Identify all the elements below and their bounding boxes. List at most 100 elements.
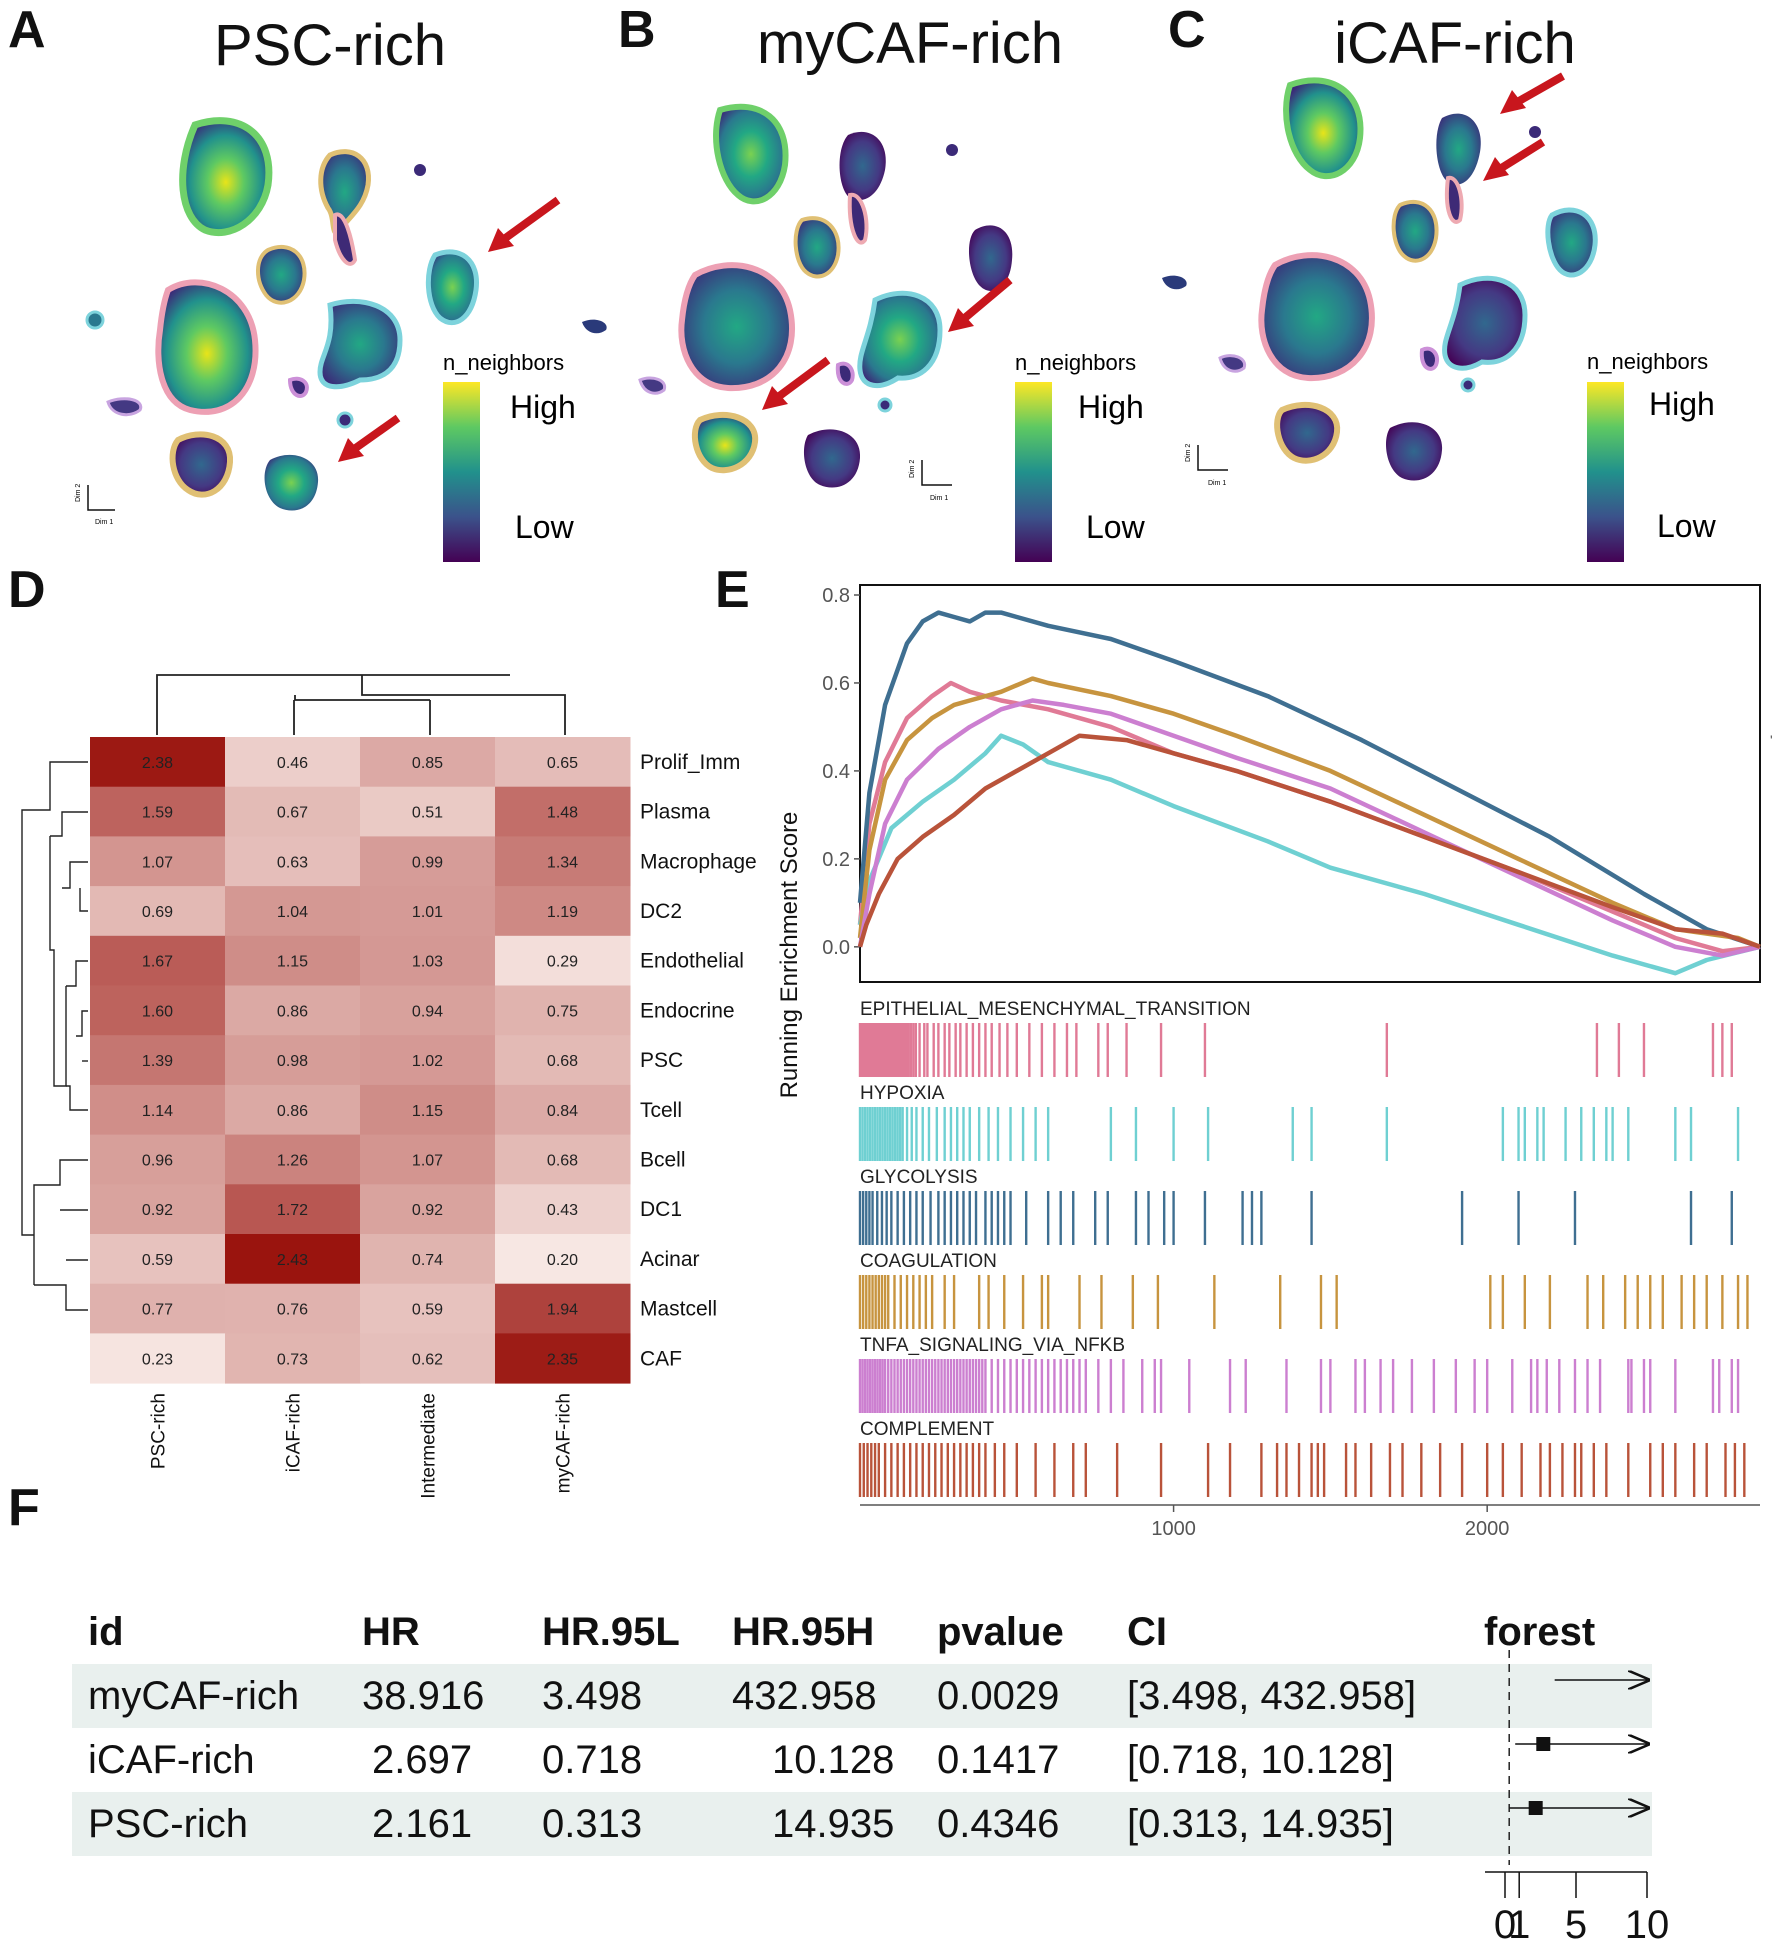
forest-tick-label: 5	[1565, 1903, 1587, 1947]
legend-low-label: Low	[1086, 509, 1146, 545]
x-tick-label: 1000	[1151, 1518, 1196, 1540]
heatmap-cell-value: 0.68	[547, 1152, 578, 1169]
heatmap-column-label: myCAF-rich	[554, 1393, 575, 1493]
heatmap-cell	[225, 1283, 361, 1334]
heatmap-cell-value: 1.72	[277, 1202, 308, 1219]
heatmap-cell-value: 1.15	[277, 954, 308, 971]
heatmap-cell	[225, 935, 361, 986]
heatmap-cell	[360, 1084, 496, 1136]
axis-label-dim1: Dim 1	[930, 495, 948, 502]
umap-clusters	[582, 103, 1013, 488]
cell-hr95h: 10.128	[772, 1738, 895, 1782]
cell-hr95l: 0.718	[542, 1738, 643, 1782]
heatmap-cell-value: 0.86	[277, 1103, 308, 1120]
heatmap-cell	[90, 737, 226, 788]
heatmap-cell-value: 0.51	[412, 805, 443, 822]
axis-label-dim1: Dim 1	[95, 519, 113, 526]
heatmap-row-label: Bcell	[640, 1148, 686, 1171]
heatmap-cell-value: 0.92	[412, 1202, 443, 1219]
umap-mini-axes: Dim 2 Dim 1	[75, 484, 115, 526]
heatmap-cell	[90, 985, 226, 1036]
heatmap-cell-value: 0.67	[277, 805, 308, 822]
red-arrows	[762, 276, 1013, 410]
heatmap-cell-value: 0.20	[547, 1252, 578, 1269]
heatmap-cell-value: 1.15	[412, 1103, 443, 1120]
heatmap-cell	[495, 1184, 631, 1235]
cell-hr95l: 0.313	[542, 1802, 643, 1846]
cell-hr95l: 3.498	[542, 1674, 643, 1718]
heatmap-cell	[225, 1134, 361, 1185]
umap-plot-icaf-rich: Dim 2 Dim 1 n_neighbors High Low	[1162, 72, 1717, 562]
cell-pvalue: 0.1417	[937, 1738, 1060, 1782]
panel-letter-e: E	[715, 561, 750, 619]
row-dendrogram	[21, 761, 88, 1311]
heatmap-cell-value: 0.65	[547, 755, 578, 772]
heatmap-cell-value: 1.14	[142, 1103, 173, 1120]
x-tick-label: 2000	[1465, 1518, 1510, 1540]
umap-legend: n_neighbors High Low	[443, 350, 576, 562]
heatmap-column-label: iCAF-rich	[284, 1393, 305, 1472]
heatmap-cell-value: 0.43	[547, 1202, 578, 1219]
stray-mark: '	[1770, 732, 1772, 748]
heatmap-row-label: PSC	[640, 1049, 683, 1072]
heatmap-cell-value: 1.07	[412, 1152, 443, 1169]
gsea-plot-frame	[859, 584, 1761, 983]
series-line-emt	[857, 680, 1761, 954]
gsea-lines	[857, 610, 1761, 976]
heatmap-cell	[360, 935, 496, 986]
heatmap-cell-value: 0.84	[547, 1103, 578, 1120]
heatmap-cell	[225, 836, 361, 887]
panel-letter-b: B	[618, 1, 656, 59]
heatmap-cell-value: 0.73	[277, 1351, 308, 1368]
heatmap-cell	[360, 886, 496, 937]
gene-set-label: EPITHELIAL_MESENCHYMAL_TRANSITION	[860, 999, 1251, 1020]
table-row: myCAF-rich 38.916 3.498 432.958 0.0029 […	[72, 1664, 1652, 1728]
heatmap-column-labels: PSC-rich iCAF-rich Intermediate myCAF-rich	[149, 1393, 575, 1499]
heatmap-cell	[495, 1234, 631, 1285]
heatmap-cell-value: 0.74	[412, 1252, 443, 1269]
cell-hr95h: 432.958	[732, 1674, 877, 1718]
header-id: id	[88, 1610, 124, 1654]
heatmap-cell	[495, 1283, 631, 1334]
heatmap-cell	[495, 737, 631, 788]
heatmap-cell-value: 1.94	[547, 1302, 578, 1319]
heatmap-cell	[225, 786, 361, 837]
heatmap-cell	[225, 985, 361, 1036]
cell-ci: [0.313, 14.935]	[1127, 1802, 1394, 1846]
header-pvalue: pvalue	[937, 1610, 1064, 1654]
axis-label-dim2: Dim 2	[75, 484, 82, 502]
heatmap-cell	[495, 1333, 631, 1384]
heatmap-cell	[360, 1234, 496, 1285]
gene-set-label: HYPOXIA	[860, 1083, 945, 1104]
gene-set-label: COMPLEMENT	[860, 1419, 994, 1440]
cell-id: myCAF-rich	[88, 1674, 300, 1718]
heatmap-column-label: PSC-rich	[149, 1393, 170, 1469]
heatmap-cell-value: 1.03	[412, 954, 443, 971]
heatmap-cell	[360, 836, 496, 887]
heatmap-cell	[90, 1035, 226, 1086]
series-line-hypoxia	[857, 733, 1761, 976]
header-ci: CI	[1127, 1610, 1167, 1654]
axis-label-dim2: Dim 2	[1185, 444, 1192, 462]
y-tick-label: 0.4	[822, 761, 850, 783]
heatmap-cell-value: 1.39	[142, 1053, 173, 1070]
cell-pvalue: 0.4346	[937, 1802, 1060, 1846]
forest-hr-square	[1528, 1801, 1543, 1815]
legend-low-label: Low	[515, 509, 575, 545]
heatmap-cell-value: 0.85	[412, 755, 443, 772]
umap-mini-axes: Dim 2 Dim 1	[1185, 444, 1228, 487]
gene-set-label: COAGULATION	[860, 1251, 997, 1272]
y-tick-label: 0.2	[822, 849, 850, 871]
y-tick-label: 0.0	[822, 937, 850, 959]
heatmap-cell	[495, 985, 631, 1036]
umap-clusters	[85, 117, 479, 511]
series-line-coagulation	[857, 676, 1761, 949]
heatmap-cell-value: 2.38	[142, 755, 173, 772]
heatmap-cell-value: 1.01	[412, 904, 443, 921]
heatmap-cell-value: 1.04	[277, 904, 308, 921]
legend-high-label: High	[1078, 389, 1144, 425]
legend-title: n_neighbors	[1015, 350, 1136, 375]
heatmap-cell-value: 1.02	[412, 1053, 443, 1070]
forest-tick-label: 10	[1625, 1903, 1670, 1947]
heatmap-cell-value: 0.68	[547, 1053, 578, 1070]
